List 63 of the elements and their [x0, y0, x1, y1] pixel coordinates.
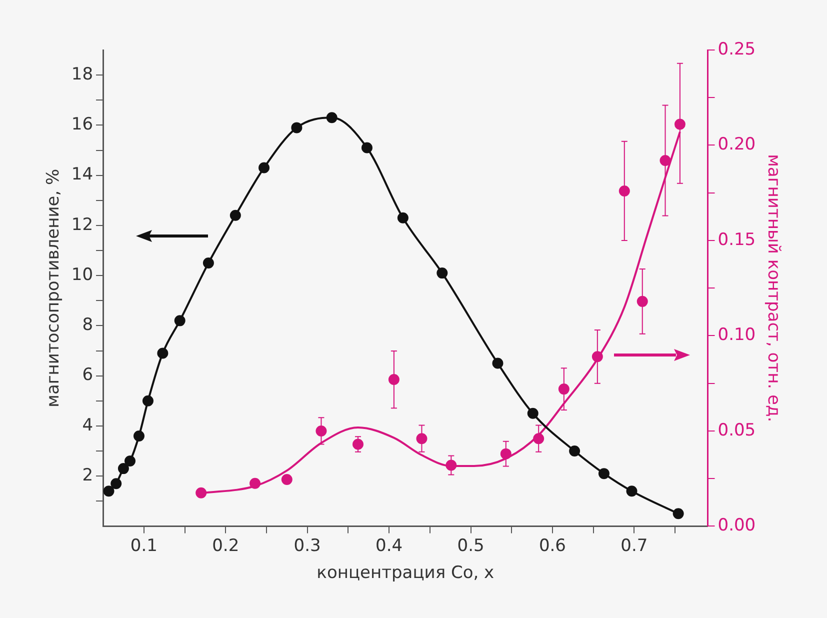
x-tick-label: 0.5 — [457, 536, 484, 556]
x-tick-label: 0.3 — [294, 536, 321, 556]
point — [118, 463, 129, 474]
y-tick-label: 8 — [82, 315, 94, 336]
y2-axis-title: магнитный контраст, отн. ед. — [763, 154, 784, 422]
point — [202, 258, 214, 269]
point — [103, 486, 114, 497]
point — [660, 154, 671, 166]
point — [133, 430, 144, 442]
y2-tick-label: 0.20 — [718, 134, 756, 155]
x-tick-label: 0.1 — [130, 536, 158, 556]
x-tick-label: 0.6 — [538, 536, 566, 556]
point — [196, 487, 207, 498]
y-tick-label: 12 — [71, 214, 94, 235]
point — [361, 142, 372, 154]
x-tick-label: 0.4 — [376, 536, 403, 556]
point — [142, 395, 154, 406]
point — [500, 448, 512, 460]
point — [110, 478, 122, 490]
y2-tick-label: 0.10 — [718, 325, 756, 346]
point — [316, 425, 327, 436]
x-axis-title: концентрация Co, x — [316, 563, 494, 584]
y-tick-label: 4 — [82, 415, 94, 436]
y2-tick-label: 0.15 — [718, 230, 756, 250]
point — [446, 460, 457, 471]
y-tick-label: 16 — [71, 114, 94, 135]
y-axis-title: магнитосопротивление, % — [44, 168, 64, 408]
point — [674, 118, 686, 130]
point — [527, 408, 538, 419]
x-tick-label: 0.7 — [620, 536, 648, 556]
point — [672, 508, 684, 520]
y-tick-label: 6 — [82, 365, 94, 386]
point — [258, 162, 270, 174]
point — [326, 112, 338, 124]
y-tick-label: 2 — [82, 465, 94, 486]
point — [558, 384, 570, 395]
point — [492, 358, 504, 369]
point — [397, 212, 408, 224]
x-tick-label: 0.2 — [212, 536, 240, 556]
y-tick-label: 14 — [71, 164, 94, 185]
point — [352, 438, 364, 450]
point — [569, 446, 580, 457]
point — [618, 185, 630, 196]
point — [250, 478, 261, 489]
point — [592, 351, 603, 362]
point — [533, 433, 544, 444]
point — [388, 374, 400, 386]
point — [230, 210, 241, 221]
y2-tick-label: 0.05 — [718, 420, 756, 440]
point — [636, 296, 648, 307]
point — [174, 315, 186, 326]
point — [124, 456, 136, 467]
point — [436, 268, 448, 279]
point — [157, 348, 168, 359]
point — [291, 122, 302, 134]
point — [416, 433, 428, 444]
y2-tick-label: 0.00 — [718, 516, 756, 536]
y-tick-label: 10 — [71, 264, 94, 285]
point — [626, 486, 638, 497]
point — [281, 474, 292, 486]
point — [598, 468, 610, 480]
y2-tick-label: 0.25 — [718, 39, 756, 60]
y-tick-label: 18 — [71, 64, 94, 84]
